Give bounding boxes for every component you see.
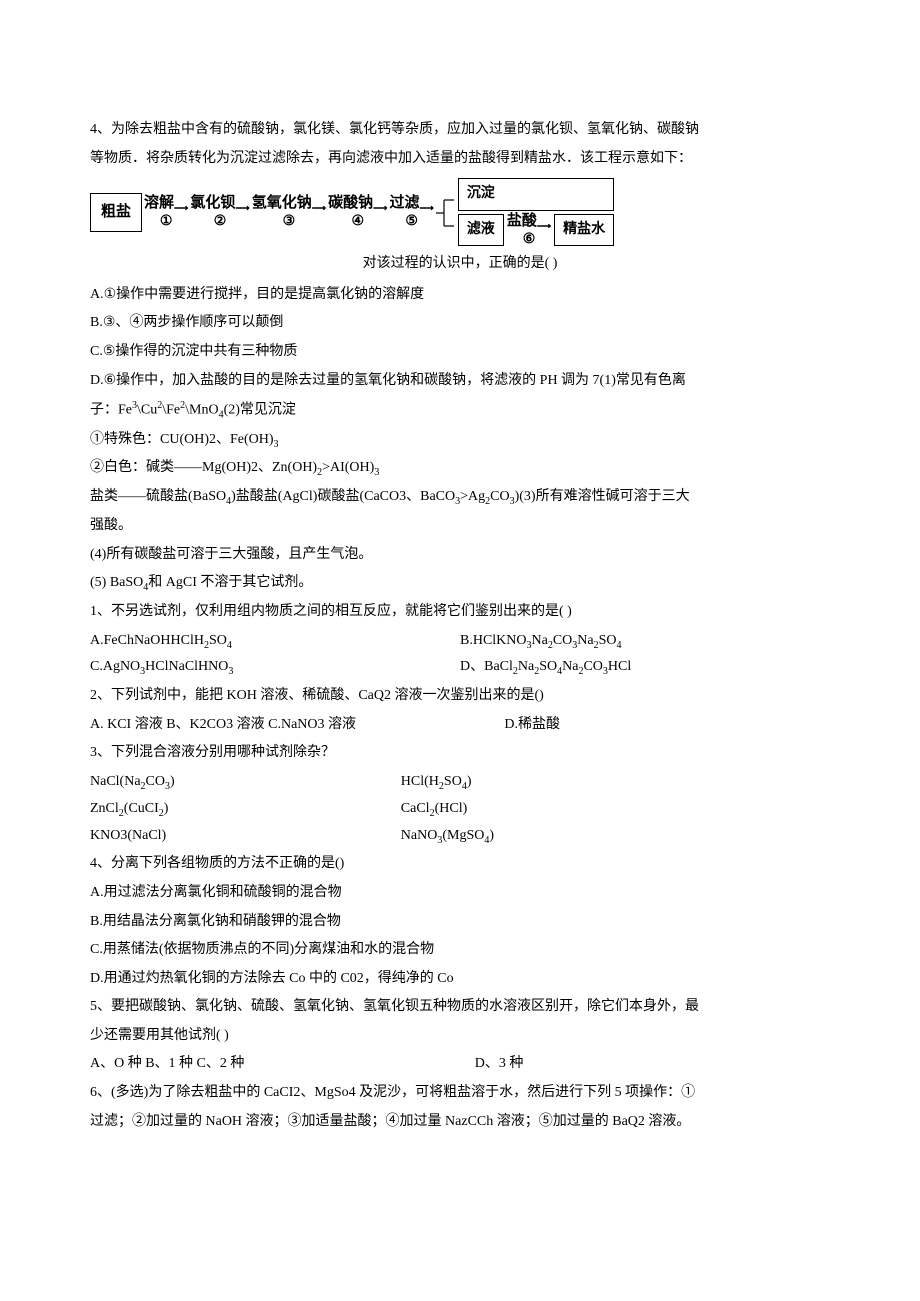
step-1-num: ① (160, 214, 173, 229)
note-4: (4)所有碳酸盐可溶于三大强酸，且产生气泡。 (90, 542, 830, 569)
q6-l1: 6、(多选)为了除去粗盐中的 CaCI2、MgSo4 及泥沙，可将粗盐溶于水，然… (90, 1080, 830, 1107)
q4b-opt-c: C.用蒸储法(依据物质沸点的不同)分离煤油和水的混合物 (90, 937, 830, 964)
q3-r2c1: ZnCl2(CuCI2) (90, 796, 401, 823)
step-4-label: 碳酸钠⟶ (328, 195, 387, 214)
q4-opt-c: C.⑤操作得的沉淀中共有三种物质 (90, 339, 830, 366)
q3-r1c2: HCl(H2SO4) (401, 769, 771, 796)
branch-column: 沉淀 滤液 盐酸⟶ ⑥ 精盐水 (458, 178, 614, 247)
q4b-text: 4、分离下列各组物质的方法不正确的是() (90, 851, 830, 878)
q6-l2: 过滤；②加过量的 NaOH 溶液；③加适量盐酸；④加过量 NazCCh 溶液；⑤… (90, 1109, 830, 1136)
q3-r3c1: KNO3(NaCl) (90, 823, 401, 850)
document-page: 4、为除去粗盐中含有的硫酸钠，氯化镁、氯化钙等杂质，应加入过量的氯化钡、氢氧化钠… (0, 0, 920, 1301)
q4b-opt-b: B.用结晶法分离氯化钠和硝酸钾的混合物 (90, 909, 830, 936)
note-3b: 强酸。 (90, 513, 830, 540)
step-3-num: ③ (283, 214, 296, 229)
step-5-label: 过滤⟶ (389, 195, 433, 214)
step-6-label: 盐酸⟶ (507, 213, 551, 232)
q4-intro-l1: 4、为除去粗盐中含有的硫酸钠，氯化镁、氯化钙等杂质，应加入过量的氯化钡、氢氧化钠… (90, 117, 830, 144)
q3-r1c1: NaCl(Na2CO3) (90, 769, 401, 796)
q5-l1: 5、要把碳酸钠、氯化钠、硫酸、氢氧化钠、氢氧化钡五种物质的水溶液区别开，除它们本… (90, 994, 830, 1021)
q3-row3: KNO3(NaCl) NaNO3(MgSO4) (90, 823, 830, 850)
step-4: 碳酸钠⟶ ④ (328, 195, 387, 229)
box-top: 沉淀 (458, 178, 614, 211)
note-1: ①特殊色：CU(OH)2、Fe(OH)3 (90, 427, 830, 454)
q1-row2: C.AgNO3HClNaClHNO3 D、BaCl2Na2SO4Na2CO3HC… (90, 654, 830, 681)
q4-opt-d-l2: 子：Fe3\Cu2\Fe2\MnO4(2)常见沉淀 (90, 396, 830, 424)
q2-opts-left: A. KCI 溶液 B、K2CO3 溶液 C.NaNO3 溶液 (90, 712, 504, 739)
q5-opts-right: D、3 种 (475, 1051, 845, 1078)
q2-text: 2、下列试剂中，能把 KOH 溶液、稀硫酸、CaQ2 溶液一次鉴别出来的是() (90, 683, 830, 710)
q1-text: 1、不另选试剂，仅利用组内物质之间的相互反应，就能将它们鉴别出来的是( ) (90, 599, 830, 626)
q5-l2: 少还需要用其他试剂( ) (90, 1023, 830, 1050)
note-5: (5) BaSO4和 AgCI 不溶于其它试剂。 (90, 570, 830, 597)
q4-opt-b: B.③、④两步操作顺序可以颠倒 (90, 310, 830, 337)
q2-opt-d: D.稀盐酸 (504, 712, 874, 739)
note-2: ②白色：碱类——Mg(OH)2、Zn(OH)2>AI(OH)3 (90, 455, 830, 482)
q4b-opt-d: D.用通过灼热氧化铜的方法除去 Co 中的 C02，得纯净的 Co (90, 966, 830, 993)
q3-r2c2: CaCl2(HCl) (401, 796, 771, 823)
box-end: 精盐水 (554, 214, 614, 247)
box-bot: 滤液 (458, 214, 504, 247)
q1-opt-a: A.FeChNaOHHClH2SO4 (90, 628, 460, 655)
q4b-opt-a: A.用过滤法分离氯化铜和硫酸铜的混合物 (90, 880, 830, 907)
step-3: 氢氧化钠⟶ ③ (252, 195, 326, 229)
q1-row1: A.FeChNaOHHClH2SO4 B.HClKNO3Na2CO3Na2SO4 (90, 628, 830, 655)
process-diagram: 粗盐 溶解⟶ ① 氯化钡⟶ ② 氢氧化钠⟶ ③ 碳酸钠⟶ ④ 过滤⟶ ⑤ 沉淀 (90, 178, 830, 247)
box-start: 粗盐 (90, 193, 142, 232)
branch-icon (436, 188, 456, 238)
q5-opts: A、O 种 B、1 种 C、2 种 D、3 种 (90, 1051, 830, 1078)
step-2: 氯化钡⟶ ② (190, 195, 249, 229)
q4-prompt: 对该过程的认识中，正确的是( ) (90, 251, 830, 278)
step-1-label: 溶解⟶ (144, 195, 188, 214)
step-1: 溶解⟶ ① (144, 195, 188, 229)
step-6: 盐酸⟶ ⑥ (507, 213, 551, 247)
q5-opts-left: A、O 种 B、1 种 C、2 种 (90, 1051, 475, 1078)
q3-r3c2: NaNO3(MgSO4) (401, 823, 771, 850)
branch-bot-row: 滤液 盐酸⟶ ⑥ 精盐水 (458, 213, 614, 247)
step-2-num: ② (214, 214, 227, 229)
q3-row2: ZnCl2(CuCI2) CaCl2(HCl) (90, 796, 830, 823)
step-2-label: 氯化钡⟶ (190, 195, 249, 214)
q4-intro-l2: 等物质．将杂质转化为沉淀过滤除去，再向滤液中加入适量的盐酸得到精盐水．该工程示意… (90, 146, 830, 173)
step-4-num: ④ (351, 214, 364, 229)
step-3-label: 氢氧化钠⟶ (252, 195, 326, 214)
q1-opt-b: B.HClKNO3Na2CO3Na2SO4 (460, 628, 830, 655)
q4-opt-a: A.①操作中需要进行搅拌，目的是提高氯化钠的溶解度 (90, 282, 830, 309)
step-6-num: ⑥ (523, 232, 536, 247)
q2-opts: A. KCI 溶液 B、K2CO3 溶液 C.NaNO3 溶液 D.稀盐酸 (90, 712, 830, 739)
q1-opt-d: D、BaCl2Na2SO4Na2CO3HCl (460, 654, 830, 681)
step-5: 过滤⟶ ⑤ (389, 195, 433, 229)
q4-opt-d-l1: D.⑥操作中，加入盐酸的目的是除去过量的氢氧化钠和碳酸钠，将滤液的 PH 调为 … (90, 368, 830, 395)
note-3: 盐类——硫酸盐(BaSO4)盐酸盐(AgCl)碳酸盐(CaCO3、BaCO3>A… (90, 484, 830, 511)
step-5-num: ⑤ (405, 214, 418, 229)
q1-opt-c: C.AgNO3HClNaClHNO3 (90, 654, 460, 681)
q3-text: 3、下列混合溶液分别用哪种试剂除杂？ (90, 740, 830, 767)
q3-row1: NaCl(Na2CO3) HCl(H2SO4) (90, 769, 830, 796)
